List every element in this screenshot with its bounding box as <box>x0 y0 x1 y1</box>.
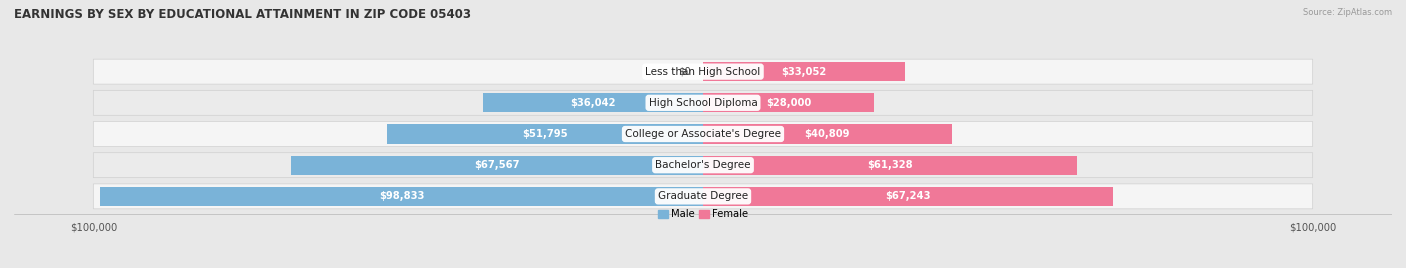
Text: Less than High School: Less than High School <box>645 67 761 77</box>
Text: EARNINGS BY SEX BY EDUCATIONAL ATTAINMENT IN ZIP CODE 05403: EARNINGS BY SEX BY EDUCATIONAL ATTAINMEN… <box>14 8 471 21</box>
Bar <box>703 187 1114 206</box>
Bar <box>291 155 703 175</box>
Text: $61,328: $61,328 <box>868 160 912 170</box>
Text: $98,833: $98,833 <box>380 191 425 201</box>
Bar <box>703 124 952 144</box>
FancyBboxPatch shape <box>93 59 1313 84</box>
FancyBboxPatch shape <box>93 153 1313 178</box>
Bar <box>100 187 703 206</box>
FancyBboxPatch shape <box>93 121 1313 147</box>
Bar <box>703 155 1077 175</box>
Bar <box>387 124 703 144</box>
Text: $67,567: $67,567 <box>474 160 520 170</box>
Text: College or Associate's Degree: College or Associate's Degree <box>626 129 780 139</box>
Text: $28,000: $28,000 <box>766 98 811 108</box>
Text: High School Diploma: High School Diploma <box>648 98 758 108</box>
FancyBboxPatch shape <box>93 184 1313 209</box>
Text: Bachelor's Degree: Bachelor's Degree <box>655 160 751 170</box>
FancyBboxPatch shape <box>93 90 1313 115</box>
Text: Source: ZipAtlas.com: Source: ZipAtlas.com <box>1303 8 1392 17</box>
Text: $67,243: $67,243 <box>886 191 931 201</box>
Text: $0: $0 <box>678 67 690 77</box>
Text: $40,809: $40,809 <box>804 129 851 139</box>
Legend: Male, Female: Male, Female <box>654 205 752 223</box>
Text: $51,795: $51,795 <box>522 129 568 139</box>
Bar <box>703 93 873 113</box>
Text: $33,052: $33,052 <box>782 67 827 77</box>
Bar <box>484 93 703 113</box>
Text: Graduate Degree: Graduate Degree <box>658 191 748 201</box>
Text: $36,042: $36,042 <box>571 98 616 108</box>
Bar <box>703 62 904 81</box>
